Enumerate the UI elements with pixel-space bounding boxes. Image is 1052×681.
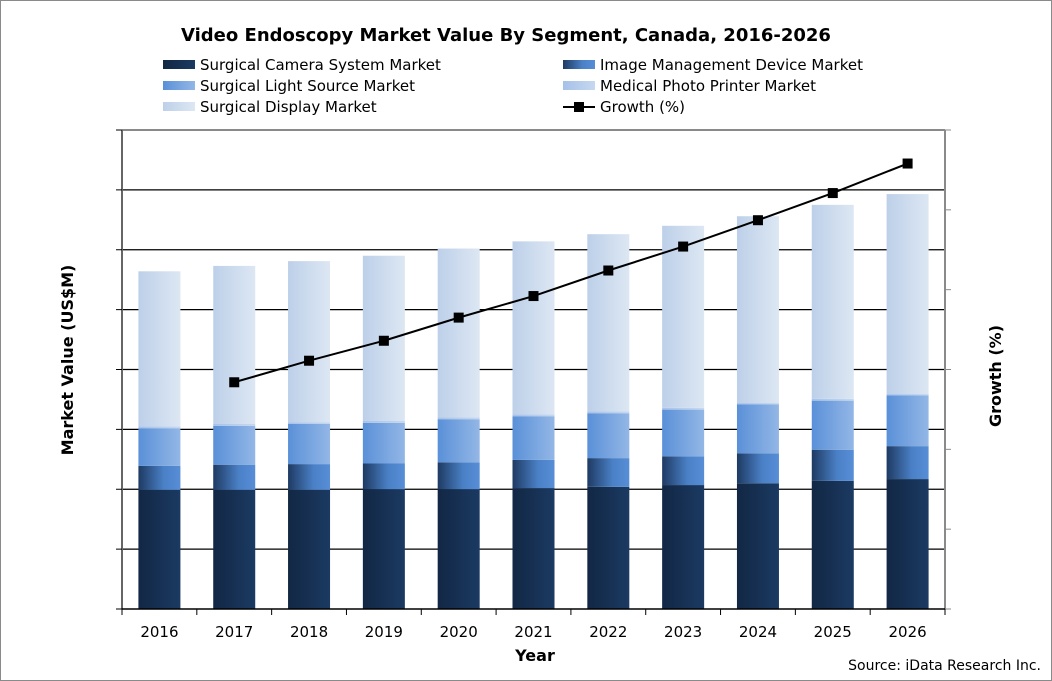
x-tick-label: 2024 [739,623,777,641]
growth-marker [378,335,389,346]
growth-marker [528,291,539,302]
legend-swatch [563,60,595,69]
x-tick-label: 2026 [888,623,926,641]
y2-axis-label: Growth (%) [986,325,1005,427]
bar-2018-series-2 [288,423,331,465]
legend-swatch [163,81,195,90]
bar-2021-series-4 [512,241,555,415]
bar-2020-series-2 [437,419,480,463]
bar-2018-series-0 [288,489,331,609]
bar-2021-series-0 [512,488,555,609]
bar-2024-series-3 [736,403,779,405]
bar-2016-series-3 [138,426,181,429]
bar-2025-series-1 [811,449,854,481]
bar-2021-series-3 [512,414,555,417]
legend-label: Surgical Camera System Market [200,56,441,74]
x-axis-label: Year [514,646,555,665]
growth-marker [678,241,689,252]
bar-2018-series-3 [288,422,331,424]
legend-marker-swatch [574,102,584,112]
legend-swatch [163,102,195,111]
bar-2024-series-1 [736,453,779,484]
bar-2021-series-2 [512,416,555,460]
x-tick-label: 2021 [514,623,552,641]
bar-2026-series-3 [886,394,929,396]
bar-2026-series-0 [886,479,929,609]
bar-2020-series-4 [437,248,480,418]
bar-2019-series-3 [362,420,405,423]
bar-2020-series-0 [437,489,480,609]
bar-2025-series-2 [811,400,854,450]
bar-2022-series-2 [587,413,630,459]
bar-2025-series-3 [811,398,854,401]
bar-2020-series-1 [437,462,480,490]
bar-2020-series-3 [437,417,480,420]
bar-2022-series-0 [587,486,630,609]
bar-2018-series-4 [288,261,331,423]
legend-label: Growth (%) [600,98,685,116]
bar-2022-series-1 [587,458,630,487]
chart-title: Video Endoscopy Market Value By Segment,… [181,25,831,46]
bar-2026-series-4 [886,194,929,395]
bar-2021-series-1 [512,459,555,489]
bar-2023-series-0 [662,485,705,609]
bar-2016-series-1 [138,465,181,490]
bar-2017-series-0 [213,489,256,609]
bar-2025-series-0 [811,480,854,609]
legend-label: Surgical Light Source Market [200,77,415,95]
legend-label: Medical Photo Printer Market [600,77,816,95]
bar-2026-series-2 [886,395,929,447]
x-tick-label: 2025 [814,623,852,641]
bar-2023-series-2 [662,409,705,457]
axes: 2016 2017 2018 2019 2020 2021 2022 2023 2024 2025… [116,129,951,641]
bar-2017-series-1 [213,464,256,490]
bar-2023-series-3 [662,407,705,410]
bar-2022-series-3 [587,411,630,414]
x-tick-label: 2016 [140,623,178,641]
bar-2016-series-0 [138,489,181,609]
growth-marker [229,377,240,388]
growth-line [229,158,913,388]
bar-2016-series-4 [138,271,181,427]
legend-label: Surgical Display Market [200,98,377,116]
x-tick-label: 2023 [664,623,702,641]
growth-marker [453,312,464,323]
source-note: Source: iData Research Inc. [848,658,1041,674]
bar-2018-series-1 [288,464,331,490]
bar-2023-series-4 [662,225,705,408]
y-axis-label: Market Value (US$M) [58,265,77,456]
bar-2019-series-0 [362,489,405,609]
growth-marker [827,188,838,199]
growth-marker [752,215,763,226]
bar-2022-series-4 [587,234,630,412]
bar-2024-series-4 [736,216,779,404]
bar-2017-series-4 [213,265,256,424]
bar-2024-series-0 [736,483,779,609]
bar-2017-series-2 [213,425,256,465]
growth-marker [603,265,614,276]
x-tick-label: 2017 [215,623,253,641]
bar-2024-series-2 [736,404,779,454]
bar-2019-series-2 [362,422,405,464]
bar-2025-series-4 [811,204,854,399]
bars [138,194,929,609]
growth-line-path [233,162,908,384]
bar-2016-series-2 [138,428,181,466]
legend-swatch [563,81,595,90]
legend: Surgical Camera System Market Image Manag… [163,56,863,116]
x-tick-label: 2020 [440,623,478,641]
legend-swatch [163,60,195,69]
x-tick-label: 2018 [290,623,328,641]
bar-2017-series-3 [213,423,256,426]
bar-2019-series-1 [362,463,405,490]
x-tick-label: 2019 [365,623,403,641]
legend-label: Image Management Device Market [600,56,863,74]
bar-2023-series-1 [662,456,705,486]
x-tick-label: 2022 [589,623,627,641]
growth-marker [902,158,913,169]
bar-2026-series-1 [886,446,929,480]
growth-marker [304,355,315,366]
